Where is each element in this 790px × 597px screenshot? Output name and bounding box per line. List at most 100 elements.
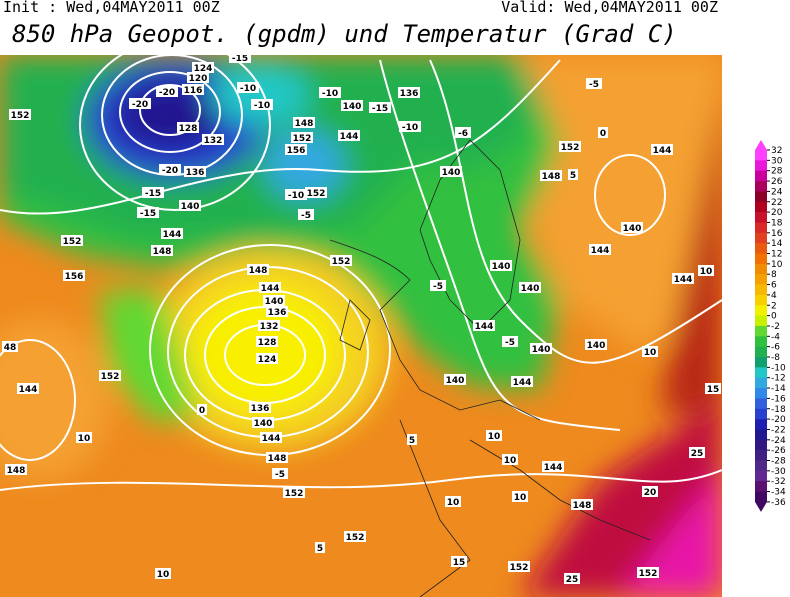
- valid-time: Valid: Wed,04MAY2011 00Z: [501, 0, 718, 16]
- contour-label: 152: [307, 189, 326, 199]
- contour-label-box: [266, 306, 288, 317]
- contour-label-box: [589, 244, 611, 255]
- contour-label: 136: [251, 404, 270, 414]
- colorbar-label: -26: [771, 446, 786, 456]
- contour-label: 140: [492, 262, 511, 272]
- contour-label-box: [260, 432, 282, 443]
- contour-label-box: [689, 447, 705, 458]
- contour-label: -5: [433, 282, 443, 292]
- contour-label-box: [502, 454, 518, 465]
- contour-label-box: [571, 499, 593, 510]
- colorbar-label: -2: [771, 322, 780, 332]
- colorbar-swatch: [755, 419, 767, 430]
- contour-label: -10: [322, 89, 338, 99]
- contour-label: 124: [258, 355, 277, 365]
- colorbar-label: -12: [771, 374, 786, 384]
- contour-label: -5: [275, 470, 285, 480]
- colorbar-swatch: [755, 222, 767, 234]
- temperature-field: [0, 55, 722, 597]
- contour-label-box: [142, 187, 164, 198]
- contour-label-box: [272, 468, 288, 479]
- colorbar-label: 20: [771, 208, 783, 218]
- contour-label: 144: [262, 434, 281, 444]
- colorbar-swatch: [755, 294, 767, 306]
- contour-label: 136: [400, 89, 419, 99]
- contour-label: 140: [446, 376, 465, 386]
- geopotential-contours: [0, 55, 722, 491]
- colorbar-label: 28: [771, 167, 783, 177]
- contour-label-box: [237, 82, 259, 93]
- contour-label: 140: [343, 102, 362, 112]
- contour-label-box: [455, 127, 471, 138]
- contour-label-box: [621, 222, 643, 233]
- contour-label: 156: [287, 146, 306, 156]
- colorbar-swatch: [755, 181, 767, 192]
- contour-label: 140: [181, 202, 200, 212]
- contour-label: 25: [691, 449, 704, 459]
- colorbar-swatch: [755, 232, 767, 244]
- colorbar-label: 18: [771, 218, 783, 228]
- contour-label-box: [179, 200, 201, 211]
- contour-label-box: [430, 280, 446, 291]
- colorbar-swatch: [755, 263, 767, 275]
- contour-label-box: [258, 320, 280, 331]
- colorbar-arrow-bottom: [755, 501, 767, 512]
- contour-label: 48: [4, 343, 17, 353]
- contour-label-box: [642, 346, 658, 357]
- contour-label-box: [642, 486, 658, 497]
- contour-label: 0: [600, 129, 606, 139]
- colorbar-label: 0: [771, 312, 777, 322]
- init-time: Init : Wed,04MAY2011 00Z: [3, 0, 220, 16]
- contour-label-box: [61, 235, 83, 246]
- colorbar-label: 32: [771, 146, 782, 156]
- colorbar-label: 26: [771, 177, 783, 187]
- colorbar-swatch: [755, 398, 767, 410]
- contour-label-box: [705, 383, 721, 394]
- contour-label-box: [445, 496, 461, 507]
- contour-label: 140: [521, 284, 540, 294]
- colorbar-swatch: [755, 315, 767, 327]
- colorbar-swatch: [755, 346, 767, 358]
- colorbar-label: 12: [771, 250, 782, 260]
- colorbar-label: 4: [771, 291, 777, 301]
- contour-label: -10: [402, 123, 418, 133]
- colorbar-swatch: [755, 160, 767, 171]
- contour-label-box: [129, 98, 151, 109]
- colorbar-label: -20: [771, 415, 786, 425]
- contour-label: -15: [140, 209, 156, 219]
- contour-label-box: [568, 169, 578, 180]
- contour-label-box: [344, 531, 366, 542]
- contour-label: 152: [332, 257, 351, 267]
- contour-label: -5: [589, 80, 599, 90]
- contour-label: 124: [194, 64, 213, 74]
- contour-label-box: [341, 100, 363, 111]
- contour-label: 5: [317, 544, 323, 554]
- contour-label: 10: [514, 493, 527, 503]
- contour-label-box: [511, 376, 533, 387]
- colorbar-label: 8: [771, 270, 777, 280]
- contour-label-box: [5, 464, 27, 475]
- colorbar-label: -10: [771, 363, 786, 373]
- contour-label-box: [369, 102, 391, 113]
- contour-label-box: [585, 339, 607, 350]
- contour-label-box: [698, 265, 714, 276]
- colorbar-swatch: [755, 470, 767, 482]
- contour-label-box: [473, 320, 495, 331]
- contour-label: -15: [145, 189, 161, 199]
- colorbar-label: -34: [771, 488, 786, 498]
- contour-label-box: [285, 144, 307, 155]
- contour-label: 152: [346, 533, 365, 543]
- contour-label-box: [137, 207, 159, 218]
- contour-label: -15: [372, 104, 388, 114]
- contour-label-box: [76, 432, 92, 443]
- contour-label-box: [305, 187, 327, 198]
- contour-label-box: [559, 141, 581, 152]
- contour-label-box: [338, 130, 360, 141]
- colorbar-label: -24: [771, 436, 786, 446]
- contour-label-box: [202, 134, 224, 145]
- contour-label-box: [155, 568, 171, 579]
- contour-label-box: [330, 255, 352, 266]
- contour-label: 25: [566, 575, 579, 585]
- contour-label: 10: [644, 348, 657, 358]
- contour-label-box: [252, 417, 274, 428]
